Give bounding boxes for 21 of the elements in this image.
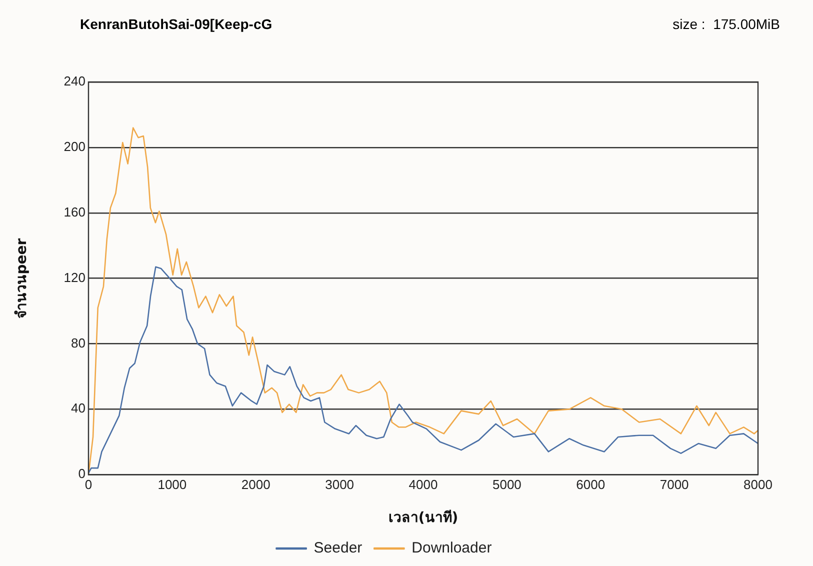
y-tick-label: 0 (78, 466, 86, 482)
chart-title: KenranButohSai-09[Keep-cG (80, 16, 272, 32)
y-axis-title: จำนวนpeer (14, 238, 30, 318)
y-tick-label: 240 (64, 74, 86, 89)
y-tick-label: 120 (64, 270, 86, 285)
x-tick-label: 7000 (660, 476, 689, 492)
x-tick-label: 4000 (408, 476, 438, 492)
x-axis-title: เวลา(นาที) (388, 510, 458, 526)
y-tick-label: 40 (71, 400, 86, 416)
x-tick-label: 6000 (576, 476, 606, 492)
legend-label: Seeder (314, 540, 362, 557)
y-tick-label: 160 (64, 204, 86, 220)
text: size : 175.00MiB (672, 16, 780, 32)
x-tick-label: 5000 (492, 476, 522, 492)
y-tick-label: 80 (71, 335, 86, 350)
x-tick-label: 3000 (325, 476, 354, 492)
x-tick-label: 2000 (241, 476, 270, 492)
x-tick-label: 1000 (158, 476, 187, 492)
y-tick-label: 200 (64, 139, 86, 154)
x-tick-label: 8000 (744, 476, 772, 492)
legend-label: Downloader (412, 540, 492, 557)
